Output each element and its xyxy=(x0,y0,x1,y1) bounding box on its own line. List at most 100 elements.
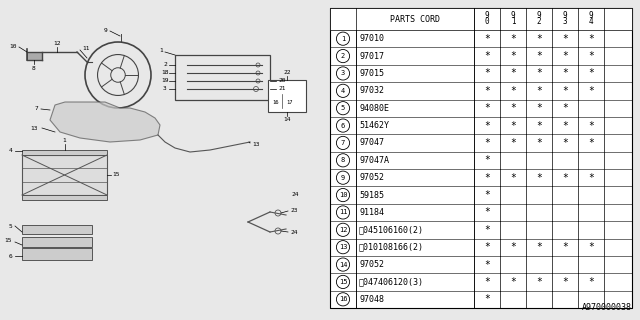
Text: *: * xyxy=(484,34,490,44)
Text: 20: 20 xyxy=(278,78,285,84)
Text: 9: 9 xyxy=(589,12,593,20)
Text: *: * xyxy=(484,86,490,96)
Text: 15: 15 xyxy=(339,279,348,285)
Text: 1: 1 xyxy=(63,138,67,143)
Text: 94080E: 94080E xyxy=(359,104,389,113)
Text: *: * xyxy=(562,277,568,287)
Text: 12: 12 xyxy=(53,41,61,46)
Text: 11: 11 xyxy=(339,209,348,215)
Text: 9: 9 xyxy=(341,175,345,181)
Text: 9: 9 xyxy=(484,12,490,20)
Text: 8: 8 xyxy=(32,66,36,71)
Bar xyxy=(268,80,306,112)
Text: 1: 1 xyxy=(159,49,163,53)
Text: 11: 11 xyxy=(82,46,90,52)
Bar xyxy=(22,150,107,155)
Text: *: * xyxy=(588,138,594,148)
Text: *: * xyxy=(536,68,542,78)
Text: A970000038: A970000038 xyxy=(582,303,632,312)
Text: 10: 10 xyxy=(10,44,17,49)
Text: 5: 5 xyxy=(8,223,12,228)
Text: *: * xyxy=(562,34,568,44)
Text: *: * xyxy=(536,242,542,252)
Text: 22: 22 xyxy=(284,70,291,75)
Bar xyxy=(22,248,92,260)
Text: *: * xyxy=(562,173,568,183)
Text: *: * xyxy=(536,121,542,131)
Text: 9: 9 xyxy=(511,12,515,20)
Text: *: * xyxy=(484,155,490,165)
Text: 13: 13 xyxy=(31,125,38,131)
Text: 0: 0 xyxy=(484,18,490,27)
Text: *: * xyxy=(510,173,516,183)
Text: *: * xyxy=(562,68,568,78)
Text: 21: 21 xyxy=(278,86,285,92)
Text: *: * xyxy=(588,173,594,183)
Text: 97047: 97047 xyxy=(359,139,384,148)
Polygon shape xyxy=(50,102,160,142)
Text: *: * xyxy=(536,86,542,96)
Text: *: * xyxy=(588,68,594,78)
Text: *: * xyxy=(588,34,594,44)
Text: 7: 7 xyxy=(341,140,345,146)
Text: *: * xyxy=(510,121,516,131)
Text: 97032: 97032 xyxy=(359,86,384,95)
Text: 13: 13 xyxy=(339,244,348,250)
Text: *: * xyxy=(484,190,490,200)
Text: 97048: 97048 xyxy=(359,295,384,304)
Text: *: * xyxy=(510,138,516,148)
Text: *: * xyxy=(536,103,542,113)
Text: 3: 3 xyxy=(163,86,167,92)
Text: *: * xyxy=(484,68,490,78)
Text: 1: 1 xyxy=(511,18,515,27)
Polygon shape xyxy=(27,52,42,60)
Text: 9: 9 xyxy=(563,12,567,20)
Text: *: * xyxy=(510,51,516,61)
Bar xyxy=(22,155,107,195)
Text: 15: 15 xyxy=(4,238,12,244)
Text: 16: 16 xyxy=(273,100,279,105)
Text: 91184: 91184 xyxy=(359,208,384,217)
Text: *: * xyxy=(536,277,542,287)
Text: *: * xyxy=(510,86,516,96)
Text: 19: 19 xyxy=(161,78,169,84)
Text: 59185: 59185 xyxy=(359,191,384,200)
Text: 5: 5 xyxy=(341,105,345,111)
Text: 2: 2 xyxy=(341,53,345,59)
Text: 2: 2 xyxy=(537,18,541,27)
Text: *: * xyxy=(484,225,490,235)
Bar xyxy=(330,8,632,30)
Text: *: * xyxy=(588,277,594,287)
Text: *: * xyxy=(484,277,490,287)
Bar xyxy=(22,225,92,234)
Text: 4: 4 xyxy=(341,88,345,94)
Text: 16: 16 xyxy=(339,296,348,302)
Bar xyxy=(175,55,270,100)
Text: 9: 9 xyxy=(537,12,541,20)
Text: *: * xyxy=(484,103,490,113)
Text: 14: 14 xyxy=(284,117,291,122)
Text: 97047A: 97047A xyxy=(359,156,389,165)
Text: 3: 3 xyxy=(341,70,345,76)
Text: *: * xyxy=(484,51,490,61)
Text: 12: 12 xyxy=(339,227,348,233)
Text: 1: 1 xyxy=(341,36,345,42)
Bar xyxy=(22,237,92,247)
Text: *: * xyxy=(536,51,542,61)
Text: *: * xyxy=(536,138,542,148)
Text: 23: 23 xyxy=(290,207,298,212)
Text: 2: 2 xyxy=(163,62,167,68)
Text: 51462Y: 51462Y xyxy=(359,121,389,130)
Text: *: * xyxy=(484,207,490,217)
Text: *: * xyxy=(510,103,516,113)
Text: 24: 24 xyxy=(290,229,298,235)
Bar xyxy=(330,8,632,308)
Text: 4: 4 xyxy=(589,18,593,27)
Text: 97052: 97052 xyxy=(359,260,384,269)
Text: *: * xyxy=(510,277,516,287)
Text: 97017: 97017 xyxy=(359,52,384,60)
Text: *: * xyxy=(536,173,542,183)
Text: *: * xyxy=(588,86,594,96)
Text: *: * xyxy=(484,173,490,183)
Text: 6: 6 xyxy=(341,123,345,129)
